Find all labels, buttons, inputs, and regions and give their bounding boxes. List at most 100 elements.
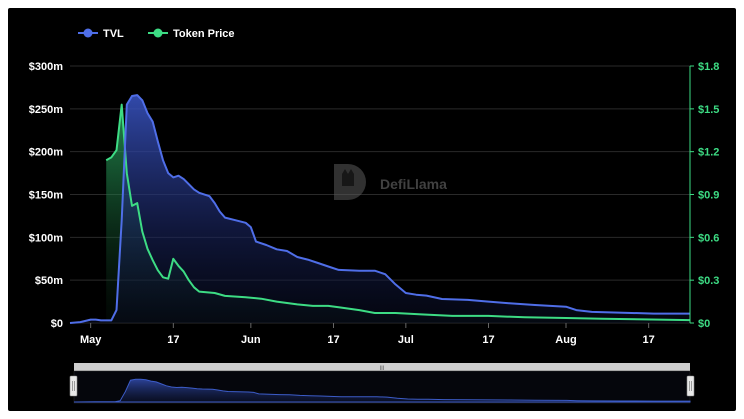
navigator-right-handle[interactable] xyxy=(686,375,695,397)
y-axis-right: $0 $0.3 $0.6 $0.9 $1.2 $1.5 $1.8 xyxy=(690,61,719,330)
legend-tvl-marker-icon xyxy=(83,28,93,38)
token-price-point xyxy=(120,103,124,107)
y-right-tick-label: $0 xyxy=(698,318,710,330)
tvl-point xyxy=(466,298,470,302)
tvl-point xyxy=(223,216,227,220)
token-price-point xyxy=(223,294,227,298)
y-right-tick-label: $0.3 xyxy=(698,275,719,287)
tvl-point xyxy=(156,139,160,143)
token-price-point xyxy=(187,278,191,282)
y-left-tick-label: $250m xyxy=(29,104,63,116)
tvl-point xyxy=(275,247,279,251)
x-tick-label: 17 xyxy=(643,334,655,346)
legend-token-price-label: Token Price xyxy=(173,28,235,40)
token-price-point xyxy=(171,257,175,261)
token-price-point xyxy=(197,290,201,294)
tvl-point xyxy=(233,218,237,222)
tvl-point xyxy=(244,221,248,225)
y-axis-left: $0 $50m $100m $150m $200m $250m $300m xyxy=(29,61,63,330)
tvl-line xyxy=(69,94,690,324)
tvl-point xyxy=(425,294,429,298)
series-layer xyxy=(68,94,691,325)
token-price-point xyxy=(600,317,604,321)
token-price-point xyxy=(115,148,119,152)
tvl-point xyxy=(166,171,170,175)
tvl-point xyxy=(404,291,408,295)
token-price-point xyxy=(487,314,491,318)
token-price-point xyxy=(275,300,279,304)
token-price-point xyxy=(244,295,248,299)
y-left-tick-label: $0 xyxy=(51,318,63,330)
navigator-left-handle[interactable] xyxy=(69,375,78,397)
tvl-point xyxy=(94,318,98,322)
tvl-point xyxy=(590,310,594,314)
tvl-point xyxy=(414,293,418,297)
tvl-point xyxy=(99,318,103,322)
tvl-point xyxy=(125,103,129,107)
legend-item-token-price[interactable]: Token Price xyxy=(148,28,235,40)
legend-tvl-label: TVL xyxy=(103,28,124,40)
token-price-point xyxy=(394,311,398,315)
tvl-point xyxy=(89,318,93,322)
token-price-point xyxy=(156,268,160,272)
y-right-tick-label: $1.5 xyxy=(698,104,719,116)
x-tick-label: 17 xyxy=(482,334,494,346)
watermark-text: DefiLlama xyxy=(380,176,447,192)
x-tick-label: 17 xyxy=(327,334,339,346)
y-left-tick-label: $300m xyxy=(29,61,63,73)
tvl-point xyxy=(182,177,186,181)
token-price-point xyxy=(326,304,330,308)
tvl-point xyxy=(285,249,289,253)
tvl-point xyxy=(68,321,72,325)
token-price-point xyxy=(213,291,217,295)
token-price-point xyxy=(564,316,568,320)
tvl-point xyxy=(120,218,124,222)
token-price-point xyxy=(104,158,108,162)
tvl-point xyxy=(394,282,398,286)
token-price-point xyxy=(125,171,129,175)
token-price-point xyxy=(130,204,134,208)
x-tick-label: 17 xyxy=(167,334,179,346)
legend: TVL Token Price xyxy=(78,28,235,40)
token-price-point xyxy=(642,317,646,321)
y-left-tick-label: $50m xyxy=(35,275,63,287)
x-tick-label: May xyxy=(80,334,102,346)
tvl-point xyxy=(564,305,568,309)
legend-item-tvl[interactable]: TVL xyxy=(78,28,124,40)
tvl-point xyxy=(652,312,656,316)
y-left-tick-label: $150m xyxy=(29,190,63,202)
tvl-point xyxy=(621,311,625,315)
tvl-point xyxy=(192,187,196,191)
legend-price-marker-icon xyxy=(153,28,163,38)
tvl-point xyxy=(249,225,253,229)
token-price-point xyxy=(259,297,263,301)
token-price-point xyxy=(151,258,155,262)
token-price-point xyxy=(177,264,181,268)
tvl-point xyxy=(373,269,377,273)
y-left-tick-label: $200m xyxy=(29,147,63,159)
tvl-point xyxy=(140,98,144,102)
navigator-scrollbar[interactable] xyxy=(74,363,690,371)
tvl-point xyxy=(533,303,537,307)
tvl-point xyxy=(197,191,201,195)
tvl-point xyxy=(130,94,134,98)
range-navigator[interactable]: III xyxy=(69,363,695,404)
tvl-point xyxy=(254,240,258,244)
token-price-point xyxy=(295,302,299,306)
token-price-point xyxy=(373,311,377,315)
tvl-point xyxy=(171,175,175,179)
tvl-point xyxy=(383,272,387,276)
tvl-area xyxy=(70,95,690,323)
watermark: DefiLlama xyxy=(334,164,447,200)
tvl-price-chart: TVL Token Price DefiLlama $0 $50m $100m $15… xyxy=(29,28,719,404)
tvl-point xyxy=(487,300,491,304)
tvl-point xyxy=(306,258,310,262)
tvl-point xyxy=(574,308,578,312)
x-tick-label: Jun xyxy=(241,334,261,346)
token-price-point xyxy=(135,201,139,205)
tvl-point xyxy=(213,201,217,205)
token-price-point xyxy=(166,277,170,281)
token-price-point xyxy=(311,304,315,308)
token-price-point xyxy=(337,305,341,309)
navigator-grip-icon[interactable]: III xyxy=(379,366,384,372)
